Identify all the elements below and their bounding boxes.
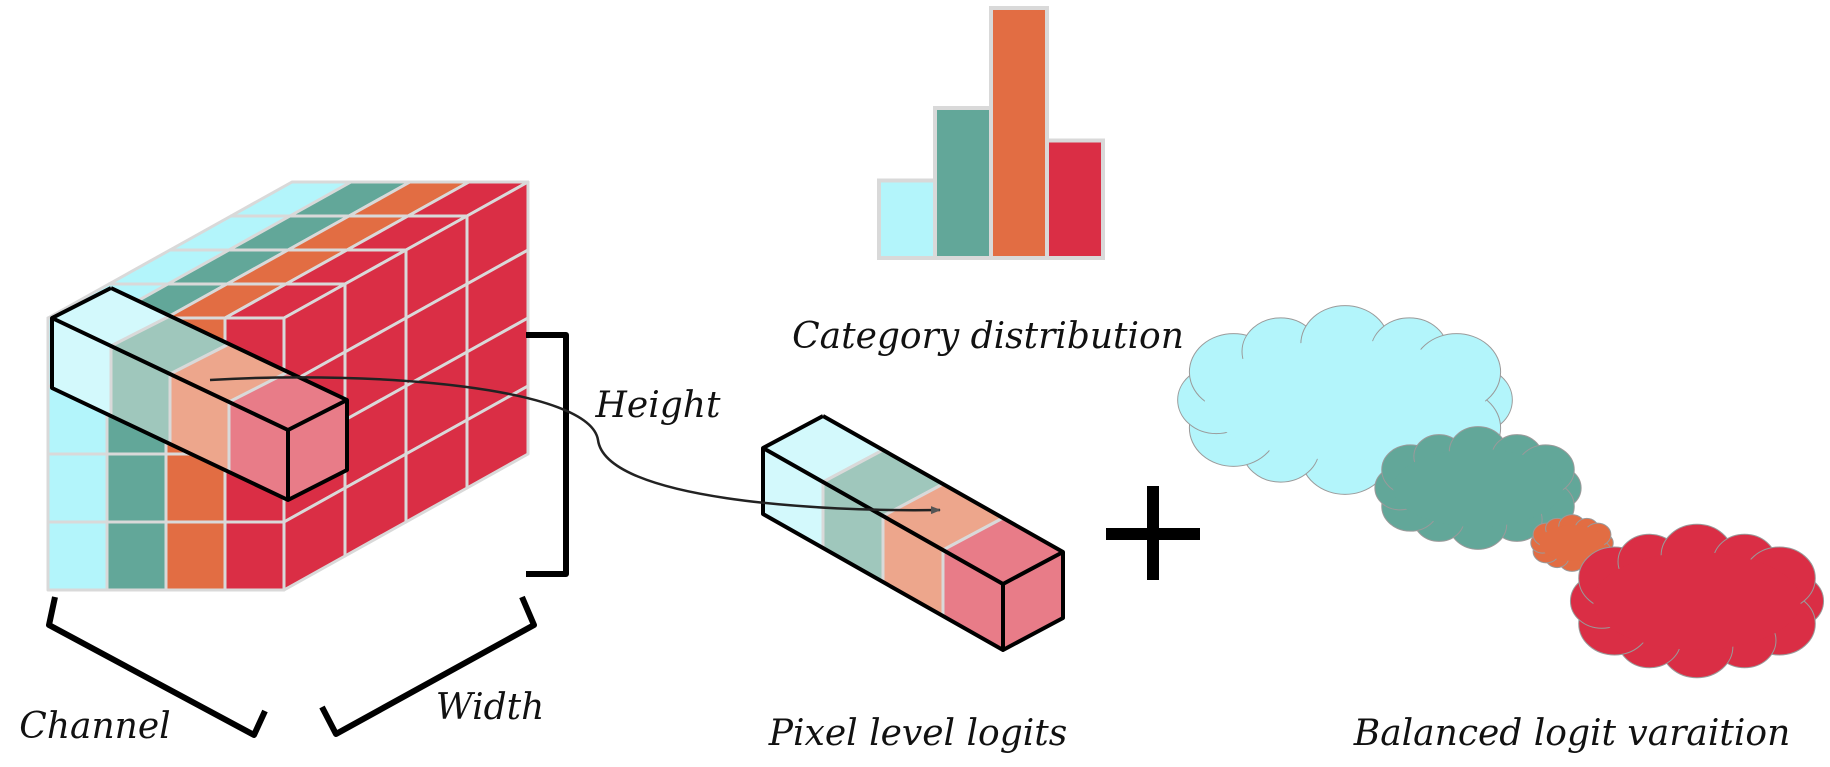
cube-front-cell — [46, 520, 109, 592]
category-distribution-label: Category distribution — [792, 316, 1184, 357]
channel-label: Channel — [19, 706, 170, 747]
height-bracket — [526, 332, 569, 577]
cube-front-cell — [105, 452, 168, 524]
cube-top-face — [46, 180, 530, 320]
cube-front-cell — [46, 452, 109, 524]
category-bar-teal — [933, 106, 993, 260]
cube-front-cell — [105, 520, 168, 592]
balanced-logit-clouds — [1177, 305, 1825, 679]
plus-sign — [1106, 486, 1200, 580]
balanced-logit-variation-label: Balanced logit varaition — [1353, 713, 1791, 754]
channel-bracket — [46, 596, 268, 738]
width-label: Width — [436, 687, 545, 728]
highlighted-pixel-column — [50, 286, 349, 502]
height-label: Height — [595, 385, 721, 426]
cloud-red — [1569, 523, 1825, 679]
connector-arrow — [209, 376, 941, 515]
category-distribution-chart — [877, 6, 1105, 260]
width-bracket — [319, 595, 537, 737]
category-bar-red — [1045, 138, 1105, 260]
cube-front-cell — [223, 520, 286, 592]
highlight-outline — [50, 286, 349, 502]
cube-front-cell — [164, 520, 227, 592]
category-bar-cyan — [877, 178, 937, 260]
cube-side-face — [282, 180, 530, 592]
feature-cube — [46, 180, 530, 592]
category-bar-orange — [989, 6, 1049, 260]
pixel-level-logits — [761, 414, 1065, 652]
cloud-teal — [1374, 426, 1582, 550]
cube-side-cell — [465, 384, 530, 490]
cloud-cyan — [1177, 305, 1513, 495]
pixel-level-logits-label: Pixel level logits — [768, 713, 1067, 754]
pixel-logit-outline — [761, 414, 1065, 652]
